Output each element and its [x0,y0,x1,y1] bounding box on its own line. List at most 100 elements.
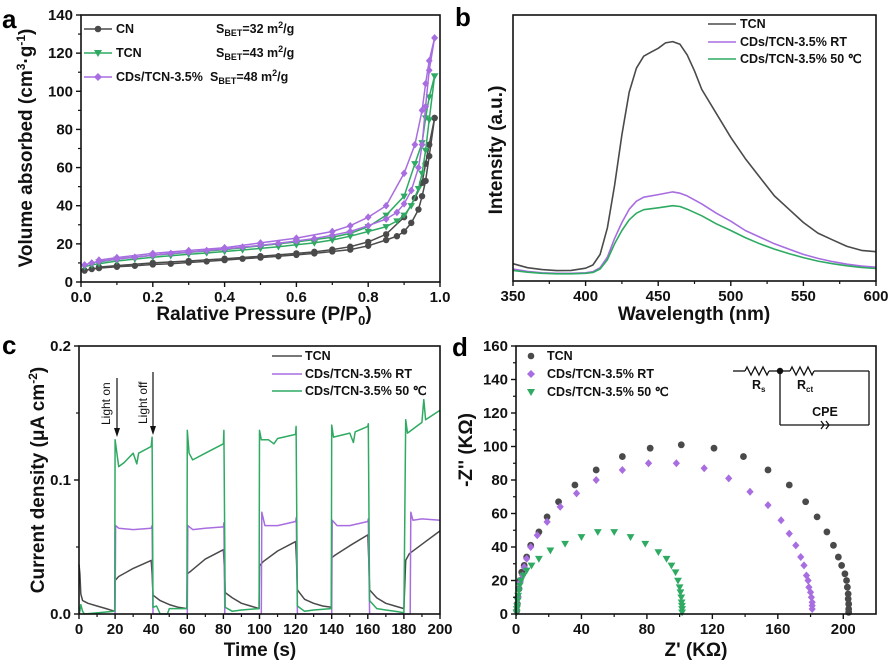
y-tick-label: 120 [483,405,508,422]
data-point [382,236,390,244]
data-point [843,577,850,584]
data-point [239,243,246,251]
y-tick-label: 60 [56,160,73,177]
data-point [393,218,401,225]
data-point [577,534,586,541]
data-point [88,265,95,273]
panel-c-photocurrent-chart: c 0 20 40 60 80 100 120 140 160 180 200 0.0 0.1 0.2 T… [2,330,453,661]
data-point [764,501,772,510]
legend: CN SBET=32 m2/g TCN SBET=43 m2/g CDs/TCN… [84,20,294,86]
x-tick-label: 40 [143,621,160,638]
sbet-cn: SBET=32 m2/g [216,20,294,38]
panel-a-isotherm-chart: a 0.0 0.2 0.4 0.6 0.8 1.0 0 20 40 60 80 100 120 140 R… [2,4,450,328]
data-point [221,243,228,252]
data-point [400,200,408,208]
data-point [740,453,747,460]
data-point [543,517,551,526]
data-point [415,206,422,213]
data-point [515,582,524,590]
diamond-marker-icon [527,370,535,378]
legend-item-tcn: TCN [272,349,331,363]
data-point [346,227,354,236]
data-point [411,161,419,168]
data-point [347,243,354,250]
legend-item-rt: CDs/TCN-3.5% RT [708,35,847,49]
resistor-rs-icon [744,365,770,377]
data-point [593,529,602,536]
data-point [418,170,426,178]
light-on-annotation: Light on [99,378,120,437]
data-point [806,588,815,597]
data-point [95,256,103,264]
series-cds-tcn-3-5- [81,34,439,269]
svg-text:CDs/TCN-3.5% RT: CDs/TCN-3.5% RT [305,367,412,381]
data-point [610,529,619,536]
data-point [310,240,319,247]
data-point [113,262,121,269]
data-point [800,561,808,570]
data-point [654,549,663,557]
svg-text:CDs/TCN-3.5% 50 ℃: CDs/TCN-3.5% 50 ℃ [305,384,427,398]
y-tick-label: 40 [491,539,508,556]
x-tick-label: 140 [319,621,344,638]
data-point [830,541,837,549]
y-tick-label: 140 [483,372,508,389]
data-point [834,553,842,561]
x-tick-label: 60 [179,621,196,638]
data-point [346,221,354,230]
data-point [113,253,121,262]
data-point [167,249,175,258]
data-point [764,466,772,474]
x-tick-label: 40 [573,621,590,638]
y-tick-label: 0.1 [50,472,71,489]
svg-text:Light on: Light on [99,382,113,425]
data-point [522,567,531,575]
svg-text:CDs/TCN-3.5%: CDs/TCN-3.5% [116,70,203,84]
data-point [813,513,821,521]
x-tick-label: 120 [283,621,308,638]
x-tick-label: 0.4 [214,289,236,306]
data-point [425,56,433,65]
plot-area [512,40,877,275]
data-point [239,255,246,262]
svg-text:Light off: Light off [136,381,150,424]
data-point [311,248,318,256]
data-point [422,102,430,111]
y-tick-label: 60 [491,506,508,523]
data-point [257,253,264,260]
data-point [418,106,426,115]
svg-text:TCN: TCN [116,46,142,60]
data-point [841,570,849,578]
data-point [523,554,531,563]
data-point [677,594,686,602]
x-axis-label: Wavelength (nm) [618,304,770,325]
x-tick-label: 200 [831,621,856,638]
resistor-rct-icon [789,365,815,377]
data-point [203,258,210,265]
x-tick-label: 160 [765,621,790,638]
x-tick-label: 120 [700,621,725,638]
data-point [571,481,579,489]
legend: TCN CDs/TCN-3.5% RT CDs/TCN-3.5% 50 ℃ [527,349,669,399]
y-tick-label: 120 [48,45,73,62]
data-point [572,489,581,498]
legend-item-50c: CDs/TCN-3.5% 50 ℃ [527,385,669,399]
panel-letter-a: a [2,4,17,34]
y-tick-label: 0 [500,606,508,623]
x-tick-label: 0 [75,621,83,638]
circle-marker-icon [527,352,535,360]
legend-item-tcn: TCN [527,349,573,363]
data-point [407,203,415,210]
data-point [644,459,653,468]
data-point [310,234,318,243]
data-point [514,587,523,595]
legend-item-rt: CDs/TCN-3.5% RT [272,367,412,381]
data-point [646,444,654,452]
panel-letter-c: c [2,330,16,360]
data-point [364,221,372,230]
data-point [725,474,733,483]
data-point [561,540,569,548]
data-point [618,453,626,460]
cpe-symbol-icon [820,420,830,430]
data-point [533,531,541,540]
